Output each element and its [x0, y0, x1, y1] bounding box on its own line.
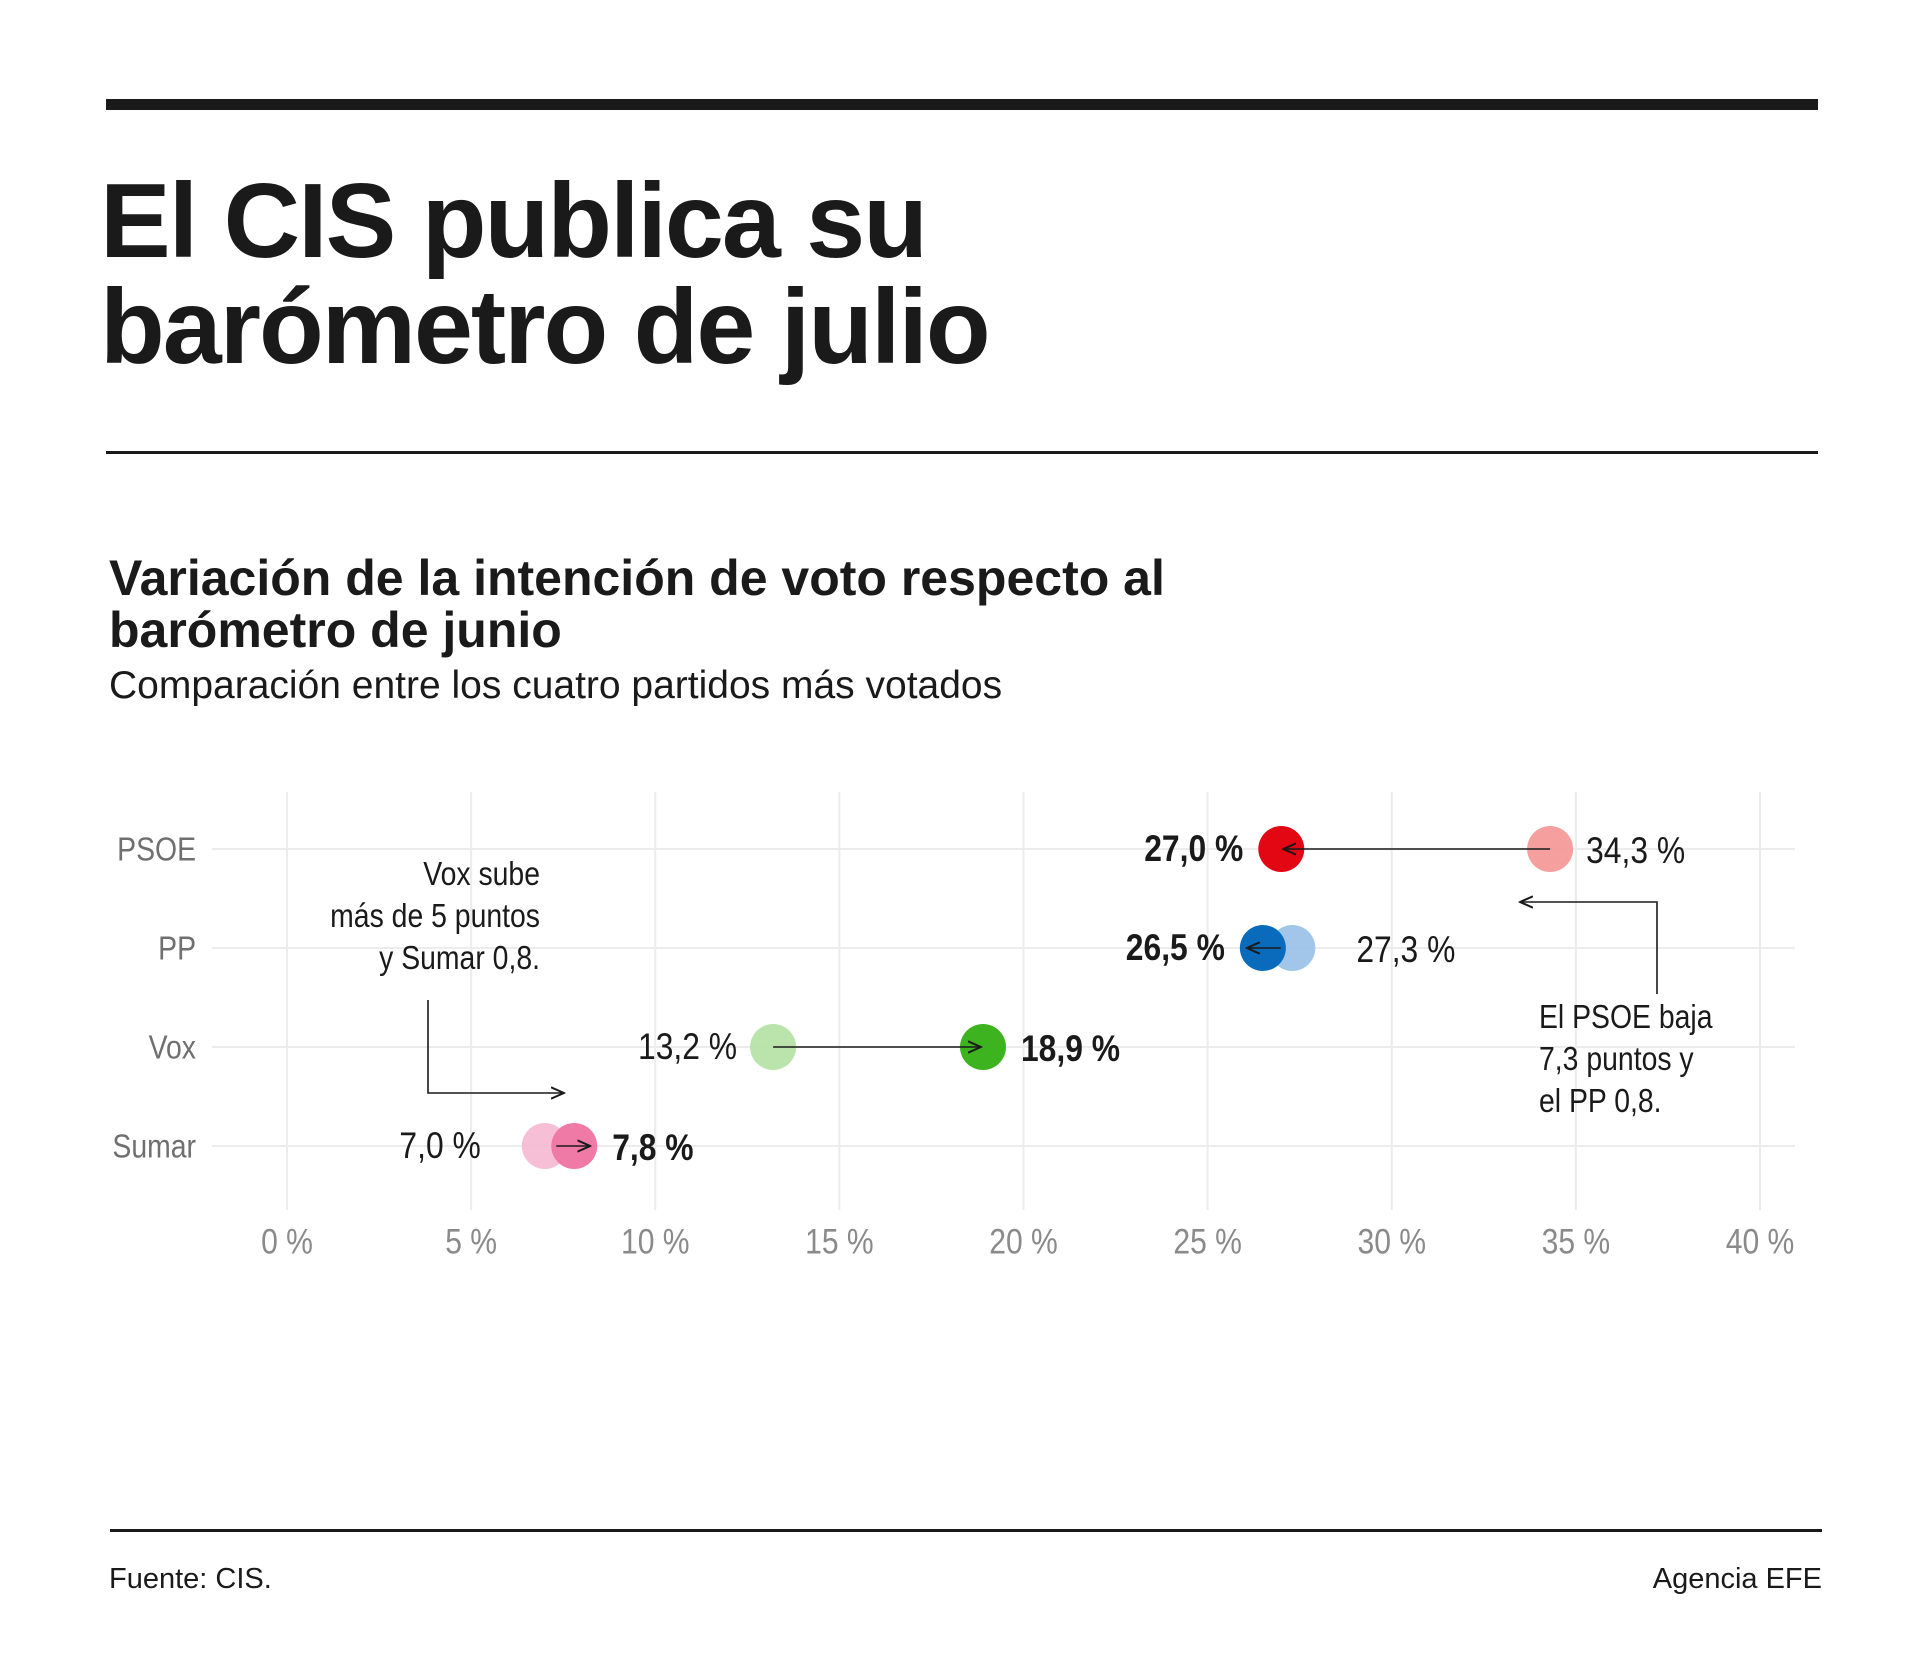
psoe-annotation-line-3: el PP 0,8.: [1539, 1082, 1662, 1119]
source-note: Fuente: CIS.: [109, 1563, 272, 1595]
psoe-annotation-connector: [1520, 902, 1658, 994]
y-category-label: Vox: [149, 1028, 197, 1066]
label-layer: 27,0 % 34,3 % 26,5 % 27,3 % 13,2 % 18,9 % 7,0 …: [399, 829, 1685, 1169]
dot-layer: [521, 826, 1574, 1169]
x-tick-label: 10 %: [621, 1221, 690, 1261]
vox-annotation: Vox sube más de 5 puntos y Sumar 0,8.: [292, 853, 540, 979]
footer-rule: [110, 1529, 1822, 1532]
vox-annotation-line-3: y Sumar 0,8.: [379, 939, 540, 976]
dot-julio-vox: [959, 1024, 1006, 1070]
x-tick-label: 20 %: [989, 1221, 1058, 1261]
chart-title-line-2: barómetro de junio: [109, 602, 562, 658]
top-rule: [106, 99, 1818, 110]
annotation-lines: [427, 902, 1658, 1093]
credit-note: Agencia EFE: [1652, 1563, 1822, 1595]
psoe-annotation-line-2: 7,3 puntos y: [1539, 1040, 1694, 1077]
headline: El CIS publica su barómetro de julio: [100, 168, 1600, 380]
divider-rule: [106, 451, 1818, 454]
x-tick-label: 0 %: [261, 1221, 313, 1261]
y-category-label: Sumar: [112, 1127, 196, 1165]
vox-annotation-line-2: más de 5 puntos: [330, 897, 540, 934]
value-label-julio: 26,5 %: [1126, 928, 1225, 969]
y-category-label: PP: [158, 929, 196, 967]
vox-annotation-connector: [427, 1000, 564, 1093]
headline-line-2: barómetro de julio: [100, 268, 991, 386]
psoe-annotation-line-1: El PSOE baja: [1539, 998, 1713, 1035]
headline-line-1: El CIS publica su: [100, 162, 928, 280]
chart-subtitle: Comparación entre los cuatro partidos má…: [109, 664, 1003, 707]
value-label-julio: 27,0 %: [1144, 829, 1243, 870]
vox-annotation-line-1: Vox sube: [423, 855, 540, 892]
x-tick-label: 30 %: [1357, 1221, 1426, 1261]
value-label-julio: 18,9 %: [1021, 1029, 1120, 1070]
chart-title: Variación de la intención de voto respec…: [109, 552, 1609, 656]
value-label-julio: 7,8 %: [612, 1128, 693, 1169]
y-category-label: PSOE: [117, 830, 196, 868]
x-tick-label: 40 %: [1726, 1221, 1795, 1261]
x-tick-label: 25 %: [1173, 1221, 1242, 1261]
psoe-annotation: El PSOE baja 7,3 puntos y el PP 0,8.: [1539, 996, 1797, 1122]
value-label-junio: 27,3 %: [1356, 930, 1455, 971]
x-tick-label: 5 %: [445, 1221, 497, 1261]
value-label-junio: 7,0 %: [399, 1126, 480, 1167]
x-tick-label: 35 %: [1542, 1221, 1611, 1261]
value-label-junio: 13,2 %: [638, 1027, 737, 1068]
dot-julio-psoe: [1258, 826, 1305, 872]
chart-title-line-1: Variación de la intención de voto respec…: [109, 550, 1165, 606]
x-tick-label: 15 %: [805, 1221, 874, 1261]
value-label-junio: 34,3 %: [1586, 831, 1685, 872]
